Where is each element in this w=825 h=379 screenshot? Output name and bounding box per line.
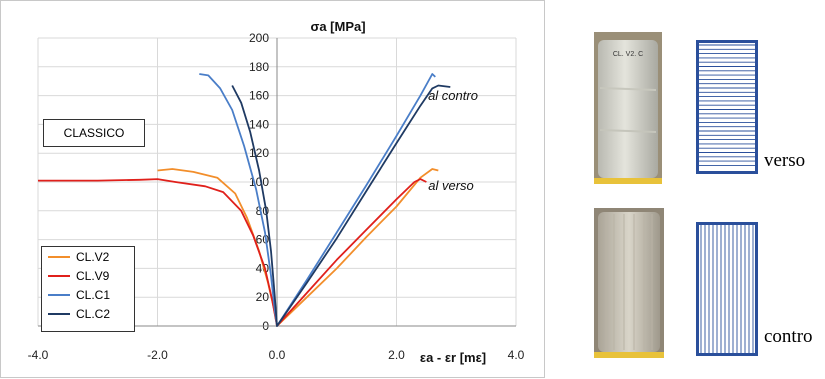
x-tick-label-0: -4.0 (28, 348, 49, 362)
x-tick-label-3: 2.0 (388, 348, 405, 362)
series-layer (38, 73, 451, 327)
annotation-al-contro: al contro (428, 88, 478, 103)
y-tick-label-8: 160 (249, 89, 269, 103)
caption-contro: contro (764, 326, 813, 347)
classico-label-box: CLASSICO (43, 119, 145, 147)
legend-swatch-cl-c2 (48, 312, 70, 315)
y-tick-label-1: 20 (256, 290, 270, 304)
y-tick-label-10: 200 (249, 31, 269, 45)
legend-swatch-cl-v9 (48, 274, 70, 277)
label-layer: σa [MPa] εa - εr [mε] al contro al verso (310, 19, 486, 365)
y-tick-label-9: 180 (249, 60, 269, 74)
y-tick-label-7: 140 (249, 117, 269, 131)
verso-layer-lines (699, 44, 755, 166)
legend-label-cl-v9: CL.V9 (76, 268, 110, 283)
legend-label-cl-c1: CL.C1 (76, 287, 111, 302)
legend-entry-cl-c2: CL.C2 (42, 304, 134, 323)
series-line-cl-c1 (199, 73, 436, 327)
x-tick-label-1: -2.0 (147, 348, 168, 362)
legend-entry-cl-v9: CL.V9 (42, 266, 134, 285)
x-tick-label-2: 0.0 (269, 348, 286, 362)
x-tick-label-4: 4.0 (508, 348, 525, 362)
schematic-verso-horizontal-layers (696, 40, 758, 174)
annotation-al-verso: al verso (428, 178, 474, 193)
schematic-contro-vertical-layers (696, 222, 758, 356)
y-axis-label: σa [MPa] (310, 19, 365, 34)
series-line-cl-v9 (38, 178, 427, 327)
series-line-cl-c2 (231, 84, 451, 327)
legend-swatch-cl-v2 (48, 255, 70, 258)
x-axis-label: εa - εr [mε] (420, 350, 486, 365)
specimen-label: CL. V2. C (613, 51, 643, 58)
legend-label-cl-v2: CL.V2 (76, 249, 110, 264)
caption-verso: verso (764, 150, 806, 171)
legend-entry-cl-c1: CL.C1 (42, 285, 134, 304)
specimen-photo-contro (594, 208, 664, 358)
legend-entry-cl-v2: CL.V2 (42, 247, 134, 266)
legend-label-cl-c2: CL.C2 (76, 306, 111, 321)
specimen-photo-verso: CL. V2. C (594, 32, 662, 184)
legend-swatch-cl-c1 (48, 293, 70, 296)
contro-layer-lines (700, 225, 754, 353)
chart-panel: 0 20 40 60 80 100 120 140 160 180 200 -4.0 -2.0 0.0 2.… (0, 0, 545, 378)
classico-label: CLASSICO (63, 126, 125, 140)
y-tick-label-6: 120 (249, 146, 269, 160)
legend: CL.V2 CL.V9 CL.C1 CL.C2 (41, 246, 135, 332)
